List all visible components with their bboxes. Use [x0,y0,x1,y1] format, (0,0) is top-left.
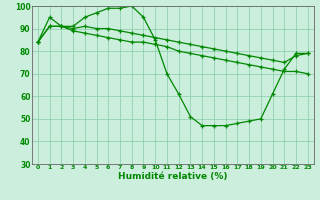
X-axis label: Humidité relative (%): Humidité relative (%) [118,172,228,181]
